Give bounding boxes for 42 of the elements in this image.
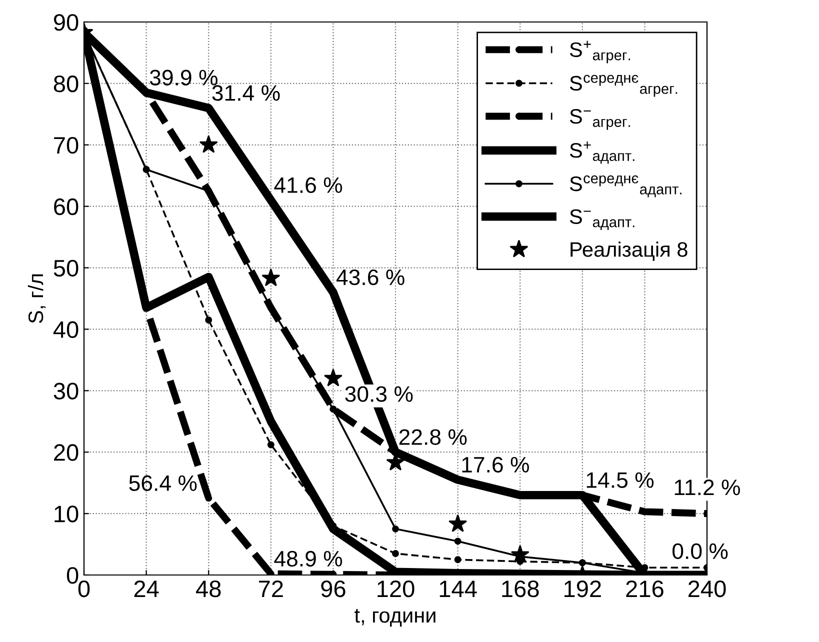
y-tick-label: 50 <box>54 260 78 277</box>
annotation: 39.9 % <box>150 70 218 86</box>
annotation: 14.5 % <box>586 472 654 488</box>
y-tick-label: 40 <box>53 321 78 338</box>
annotation: 30.3 % <box>345 386 413 402</box>
x-tick-label: 96 <box>321 580 346 598</box>
y-tick-label: 90 <box>54 14 78 31</box>
x-tick-label: 0 <box>78 580 90 598</box>
y-tick-label: 30 <box>54 382 78 400</box>
legend-label: S$^{−}$$_{агрег.}$ <box>570 108 630 130</box>
x-tick-label: 72 <box>258 580 283 597</box>
x-tick-label: 120 <box>378 580 414 598</box>
annotation: 17.6 % <box>462 456 529 473</box>
x-axis-title: t, години <box>354 609 436 627</box>
y-tick-label: 10 <box>54 506 78 522</box>
annotation: 11.2 % <box>674 480 740 496</box>
x-tick-label: 168 <box>502 580 539 598</box>
legend-label: S$^{середнє}$$_{агрег.}$ <box>570 74 678 97</box>
y-tick-label: 80 <box>54 76 78 92</box>
legend-label: S$^{середнє}$$_{адапт.}$ <box>570 175 682 198</box>
y-tick-label: 20 <box>54 444 78 461</box>
x-tick-label: 24 <box>134 580 159 597</box>
legend-label: S$^{+}$$_{агрег.}$ <box>570 40 630 64</box>
x-tick-label: 192 <box>564 580 601 598</box>
x-tick-label: 216 <box>626 580 664 598</box>
y-tick-label: 70 <box>54 136 78 154</box>
x-tick-label: 48 <box>196 580 221 598</box>
legend-label: S$^{−}$$_{адапт.}$ <box>570 209 634 230</box>
annotation: 22.8 % <box>399 429 467 445</box>
legend-label: Реалізація 8 <box>570 242 688 261</box>
x-tick-label: 240 <box>688 580 726 598</box>
annotation: 43.6 % <box>336 269 404 286</box>
x-tick-label: 144 <box>440 580 477 597</box>
annotation: 41.6 % <box>274 177 342 194</box>
annotation: 0.0 % <box>672 543 728 560</box>
annotation: 56.4 % <box>129 475 197 492</box>
annotation: 31.4 % <box>212 85 280 101</box>
y-tick-label: 60 <box>54 198 78 216</box>
y-axis-title: S, г/л <box>28 274 46 324</box>
annotation: 48.9 % <box>274 550 342 567</box>
legend-label: S$^{+}$$_{адапт.}$ <box>570 141 634 164</box>
y-tick-label: 0 <box>66 567 78 584</box>
